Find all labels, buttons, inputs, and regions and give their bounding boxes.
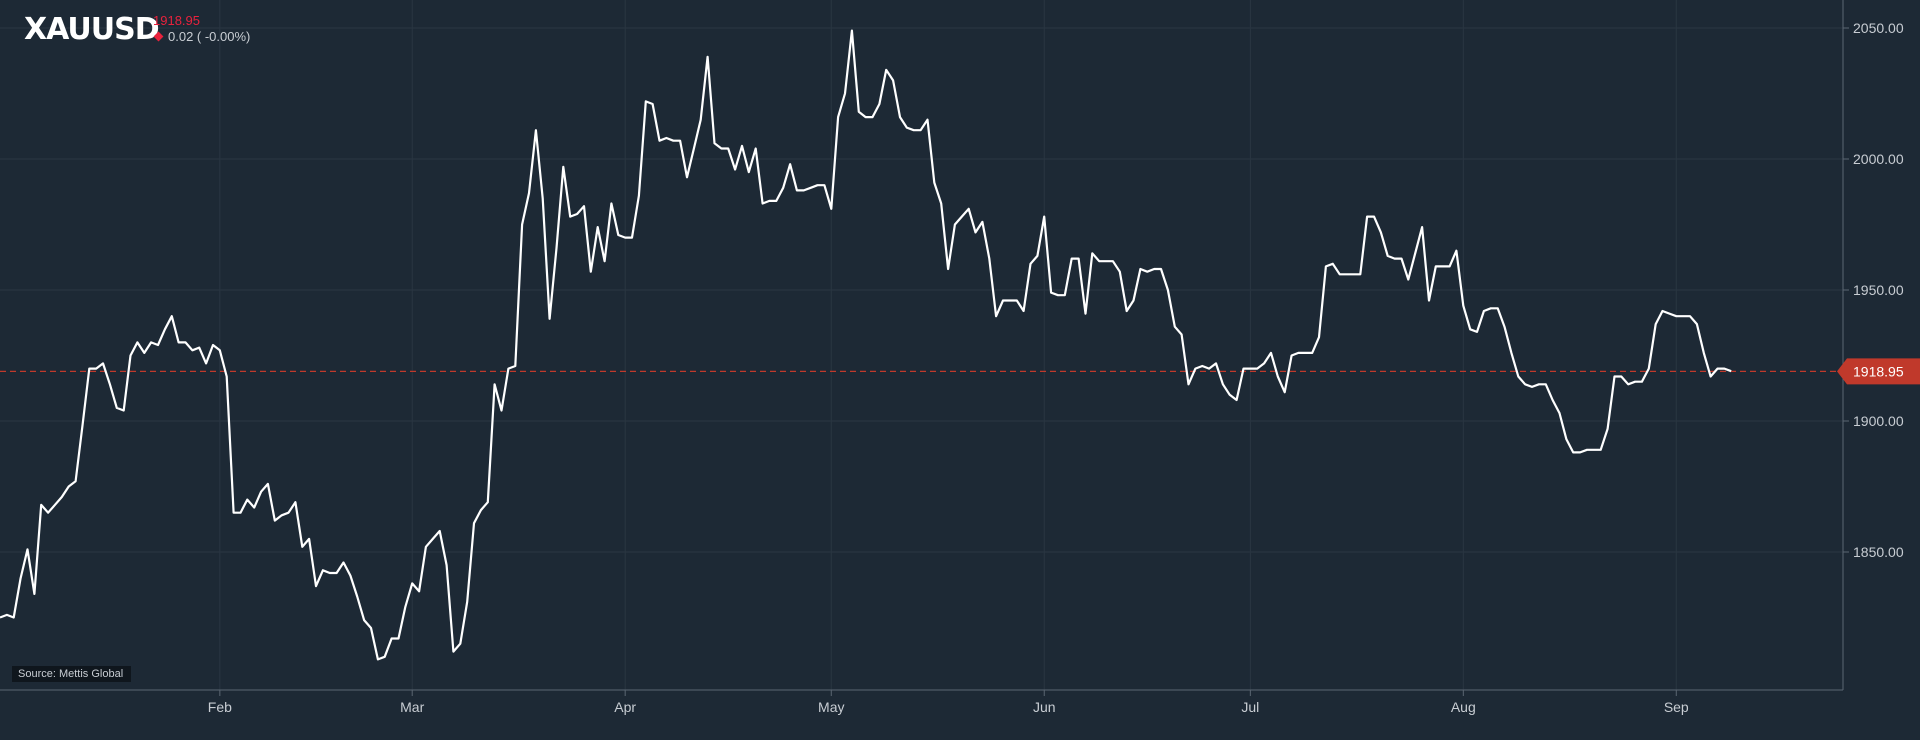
down-diamond-icon: [153, 31, 164, 42]
grid: [0, 0, 1843, 690]
y-axis-ticks: 1850.00 1900.00 1950.00 2000.00 2050.00: [1843, 20, 1904, 560]
x-tick-label: Apr: [614, 699, 636, 715]
series-layer: [0, 29, 1732, 661]
y-tick-label: 2050.00: [1853, 20, 1904, 36]
y-tick-label: 1900.00: [1853, 413, 1904, 429]
axes: [0, 0, 1844, 691]
current-price-tag-label: 1918.95: [1853, 363, 1904, 379]
x-tick-label: Mar: [400, 699, 424, 715]
x-tick-label: May: [818, 699, 844, 715]
x-tick-label: Jun: [1033, 699, 1056, 715]
y-tick-label: 1850.00: [1853, 544, 1904, 560]
y-tick-label: 2000.00: [1853, 151, 1904, 167]
current-price-tag-shape: [1837, 358, 1920, 385]
symbol-title: XAUUSD: [24, 12, 160, 47]
last-price: 1918.95: [153, 13, 200, 28]
price-change: 0.02 ( -0.00%): [153, 29, 250, 44]
current-price-tag: 1918.95: [1837, 358, 1920, 385]
y-tick-label: 1950.00: [1853, 282, 1904, 298]
source-label: Source: Mettis Global: [12, 666, 132, 682]
x-axis-ticks: Feb Mar Apr May Jun Jul Aug Sep: [208, 690, 1689, 715]
x-tick-label: Feb: [208, 699, 232, 715]
x-tick-label: Aug: [1451, 699, 1476, 715]
series-line-0: [0, 29, 1732, 661]
x-tick-label: Jul: [1241, 699, 1259, 715]
x-tick-label: Sep: [1664, 699, 1689, 715]
price-change-text: 0.02 ( -0.00%): [168, 29, 251, 44]
